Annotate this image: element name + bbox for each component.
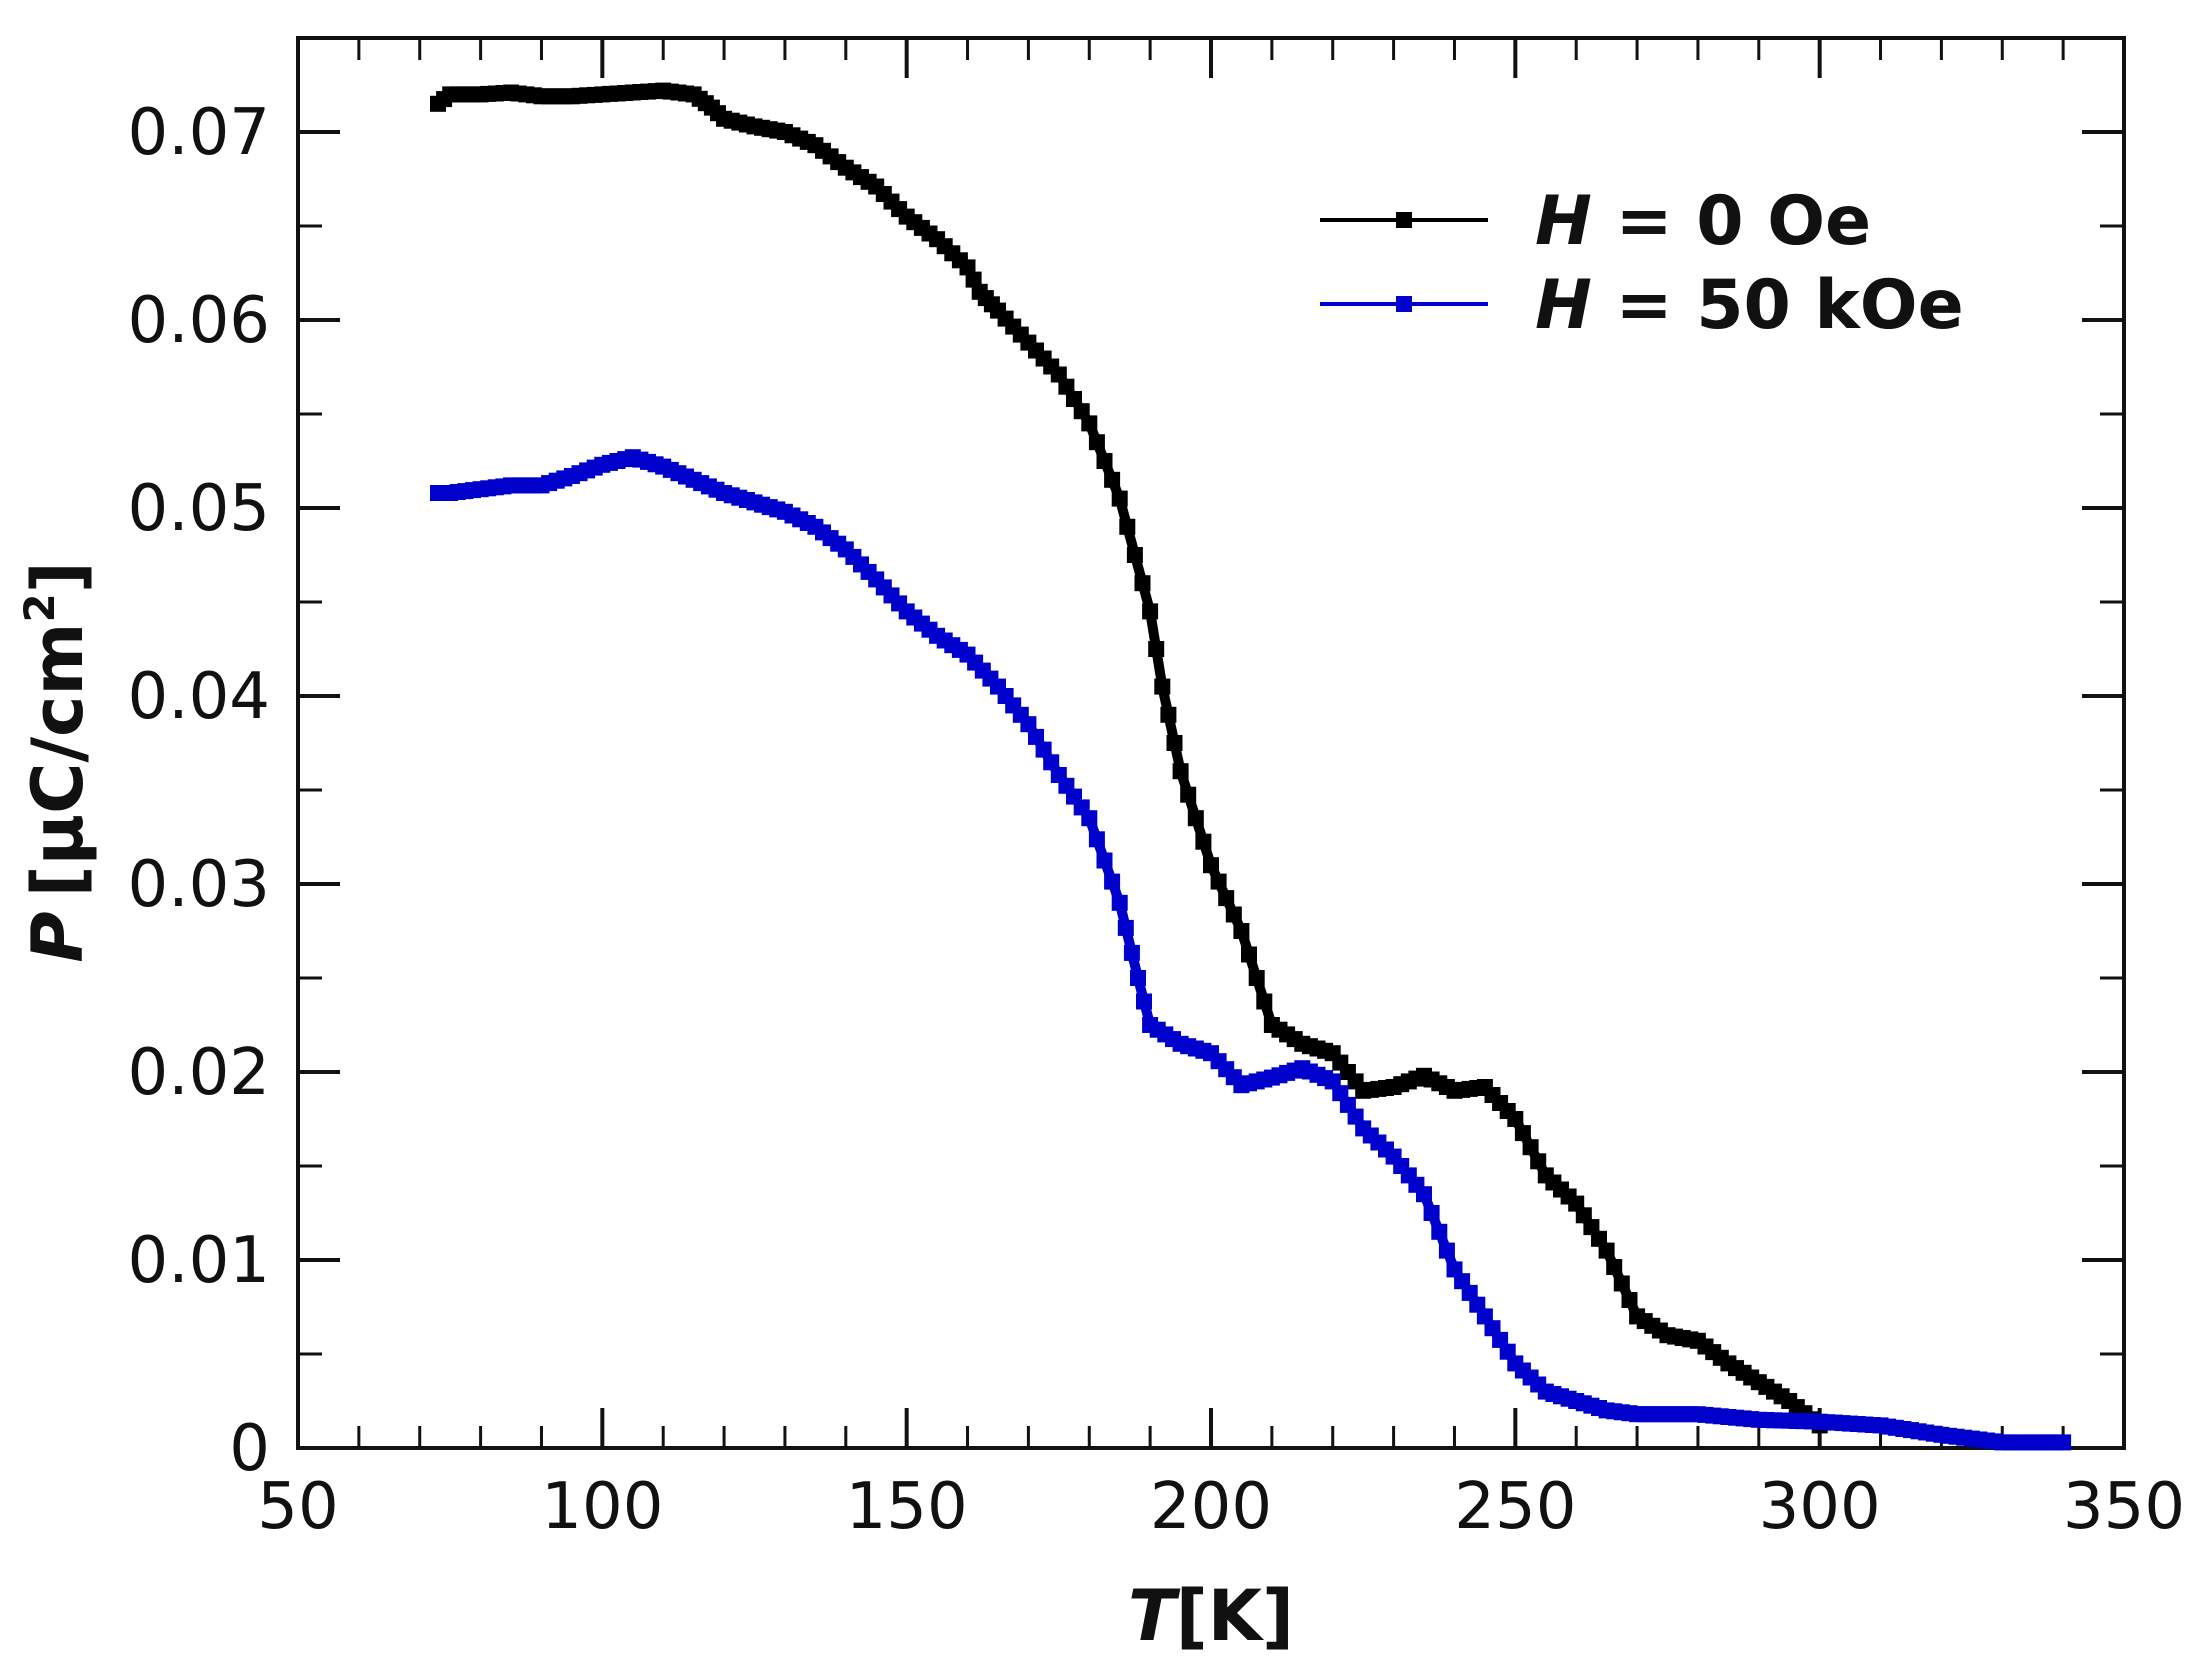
data-point <box>1123 944 1140 961</box>
data-point <box>1210 873 1227 890</box>
data-point <box>1180 786 1197 803</box>
data-point <box>1096 852 1113 869</box>
series-layer <box>430 82 2072 1451</box>
legend-marker-50koe <box>1396 296 1412 312</box>
legend-marker-zero-field <box>1396 212 1412 228</box>
y-tick-label: 0.05 <box>128 472 271 546</box>
y-axis-ticks <box>298 36 2124 1450</box>
x-axis-ticks <box>296 38 2126 1448</box>
data-point <box>1166 735 1183 751</box>
data-point <box>1256 993 1273 1010</box>
data-point <box>1073 403 1090 420</box>
data-point <box>1119 518 1136 535</box>
data-point <box>1598 1242 1615 1259</box>
x-axis-tick-labels: 50 100 150 200 250 300 350 <box>257 1470 2185 1544</box>
data-point <box>1028 728 1044 745</box>
x-tick-label: 250 <box>1454 1470 1576 1544</box>
y-tick-label: 0.07 <box>128 96 271 170</box>
data-point <box>1507 1111 1524 1127</box>
x-tick-label: 200 <box>1150 1470 1272 1544</box>
data-point <box>1126 547 1143 563</box>
data-point <box>1431 1223 1448 1240</box>
series-0 <box>430 82 1828 1434</box>
legend-symbol-50koe: H <box>1535 266 1592 345</box>
data-point <box>1104 471 1121 488</box>
data-point <box>2055 1434 2072 1451</box>
data-point <box>1438 1242 1455 1259</box>
legend: H = 0 Oe H = 50 kOe <box>1320 182 1964 345</box>
y-tick-label: 0.06 <box>128 284 271 358</box>
y-axis-tick-labels: 0 0.01 0.02 0.03 0.04 0.05 0.06 0.07 <box>128 96 271 1486</box>
y-tick-label: 0.04 <box>128 660 271 734</box>
y-axis-unit-suffix: ] <box>17 561 99 593</box>
data-point <box>1203 857 1219 874</box>
x-tick-label: 150 <box>846 1470 968 1544</box>
legend-label-50koe: H = 50 kOe <box>1535 266 1964 345</box>
data-point <box>1160 706 1177 723</box>
data-point <box>1218 890 1235 907</box>
x-tick-label: 300 <box>1759 1470 1881 1544</box>
data-point <box>1621 1292 1638 1308</box>
data-point <box>1613 1275 1630 1292</box>
x-axis-symbol: T <box>1128 1575 1181 1657</box>
data-point <box>1241 946 1257 963</box>
data-point <box>1134 575 1151 592</box>
legend-label-zero-field: H = 0 Oe <box>1535 182 1871 261</box>
x-axis-unit: [K] <box>1176 1575 1294 1657</box>
data-point <box>1020 716 1037 733</box>
data-point <box>1081 415 1098 432</box>
x-tick-label: 350 <box>2063 1470 2185 1544</box>
data-point <box>1522 1139 1539 1156</box>
data-point <box>1416 1186 1432 1203</box>
y-axis-unit-exponent: 2 <box>15 593 64 622</box>
legend-entry-zero-field: H = 0 Oe <box>1320 182 1871 261</box>
data-point <box>1088 831 1105 848</box>
data-point <box>1117 919 1134 936</box>
data-point <box>1066 391 1082 407</box>
x-axis-title: T[K] <box>1128 1575 1294 1657</box>
data-point <box>1187 810 1204 827</box>
data-point <box>1233 923 1250 939</box>
data-point <box>1606 1259 1623 1275</box>
data-point <box>1154 678 1171 695</box>
y-axis-symbol: P <box>17 911 99 962</box>
data-point <box>1530 1153 1547 1170</box>
data-point <box>1043 754 1060 771</box>
data-point <box>1104 873 1121 890</box>
data-point <box>1423 1205 1440 1221</box>
legend-symbol-zero-field: H <box>1535 182 1592 261</box>
data-point <box>965 271 982 288</box>
data-point <box>1148 641 1165 657</box>
data-point <box>1035 741 1052 758</box>
x-tick-label: 50 <box>257 1470 338 1544</box>
y-tick-label: 0.03 <box>128 848 271 922</box>
data-point <box>1130 970 1146 986</box>
data-point <box>1514 1125 1531 1142</box>
data-point <box>1081 810 1098 827</box>
data-point <box>1136 993 1152 1010</box>
y-axis-unit-prefix: [μC/cm <box>17 623 99 898</box>
y-axis-title: P [μC/cm2] <box>15 561 99 962</box>
y-tick-label: 0.02 <box>128 1036 271 1110</box>
x-tick-label: 100 <box>541 1470 663 1544</box>
y-tick-label: 0.01 <box>128 1224 271 1298</box>
data-point <box>1058 378 1075 395</box>
legend-entry-50koe: H = 50 kOe <box>1320 266 1964 345</box>
y-tick-label: 0 <box>229 1412 270 1486</box>
legend-rest-zero-field: = 0 Oe <box>1592 182 1871 261</box>
data-point <box>1050 366 1067 383</box>
data-point <box>1225 906 1242 923</box>
data-point <box>959 259 976 276</box>
data-point <box>1088 434 1105 451</box>
legend-rest-50koe: = 50 kOe <box>1592 266 1964 345</box>
data-point <box>1096 453 1113 469</box>
data-point <box>1111 490 1128 507</box>
series-1 <box>430 449 2072 1451</box>
data-point <box>1111 894 1128 911</box>
data-point <box>1142 603 1159 620</box>
data-point <box>1172 763 1189 780</box>
data-point <box>1195 833 1212 850</box>
data-point <box>1248 970 1265 986</box>
